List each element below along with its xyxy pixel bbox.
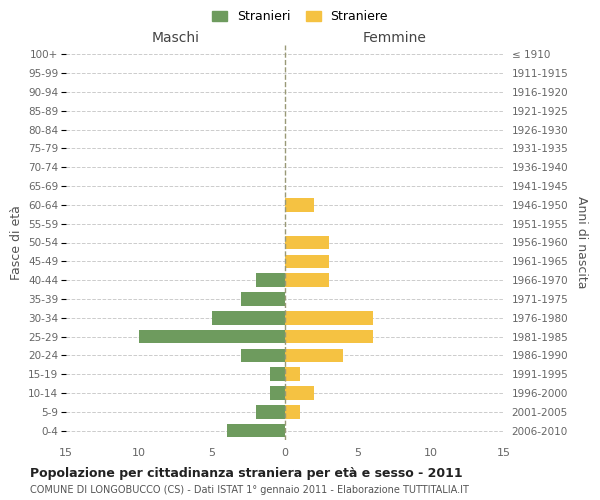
- Bar: [271, 368, 285, 381]
- Bar: [285, 405, 299, 418]
- Bar: [285, 386, 314, 400]
- Bar: [285, 330, 373, 344]
- Text: COMUNE DI LONGOBUCCO (CS) - Dati ISTAT 1° gennaio 2011 - Elaborazione TUTTITALIA: COMUNE DI LONGOBUCCO (CS) - Dati ISTAT 1…: [30, 485, 469, 495]
- Bar: [241, 292, 285, 306]
- Y-axis label: Anni di nascita: Anni di nascita: [575, 196, 588, 289]
- Bar: [285, 368, 299, 381]
- Bar: [256, 274, 285, 287]
- Text: Popolazione per cittadinanza straniera per età e sesso - 2011: Popolazione per cittadinanza straniera p…: [30, 468, 463, 480]
- Bar: [212, 311, 285, 324]
- Bar: [139, 330, 285, 344]
- Bar: [285, 254, 329, 268]
- Bar: [285, 236, 329, 250]
- Bar: [285, 198, 314, 211]
- Bar: [256, 405, 285, 418]
- Bar: [227, 424, 285, 438]
- Bar: [271, 386, 285, 400]
- Bar: [285, 311, 373, 324]
- Bar: [285, 348, 343, 362]
- Text: Femmine: Femmine: [362, 31, 427, 45]
- Bar: [241, 348, 285, 362]
- Y-axis label: Fasce di età: Fasce di età: [10, 205, 23, 280]
- Bar: [285, 274, 329, 287]
- Legend: Stranieri, Straniere: Stranieri, Straniere: [208, 6, 392, 26]
- Text: Maschi: Maschi: [151, 31, 199, 45]
